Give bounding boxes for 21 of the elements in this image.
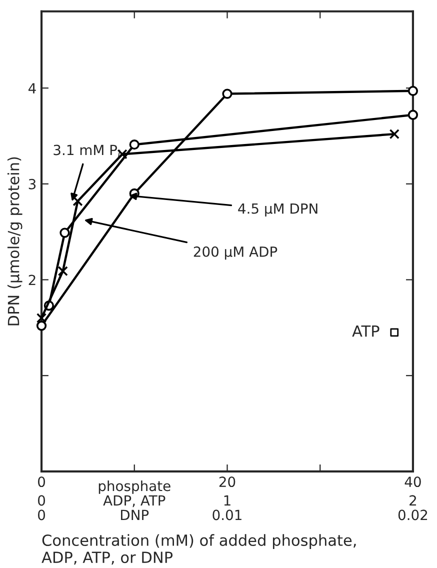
x-tick-label: 40 [404,476,421,488]
annotation: 3.1 mM P$_{i}$ [54,144,120,158]
text: DNP [121,510,149,520]
text: phosphate [98,480,170,494]
text: ADP, ATP [103,495,166,508]
text: 1 [224,495,230,506]
series-label: ATP [352,326,380,337]
text: 2 [410,495,416,506]
y-tick-label: 2 [28,274,36,286]
x-axis-title: Concentration (mM) of added phosphate, ADP, ATP, or DNP [42,534,356,565]
y-axis-title: DPN (μmole/g protein) [7,157,22,326]
annotation: 4.5 μM DPN [238,203,318,216]
x-tick-label: 20 [219,476,236,488]
y-tick-label: 3 [28,178,36,190]
text: 0 [38,510,46,520]
x-tick-label: 0 [38,476,46,488]
text: 0.01 [212,510,242,520]
y-tick-label: 4 [28,83,36,94]
annotation: 200 μM ADP [194,246,278,260]
text: 0 [38,495,46,506]
text: 0.02 [398,510,428,520]
